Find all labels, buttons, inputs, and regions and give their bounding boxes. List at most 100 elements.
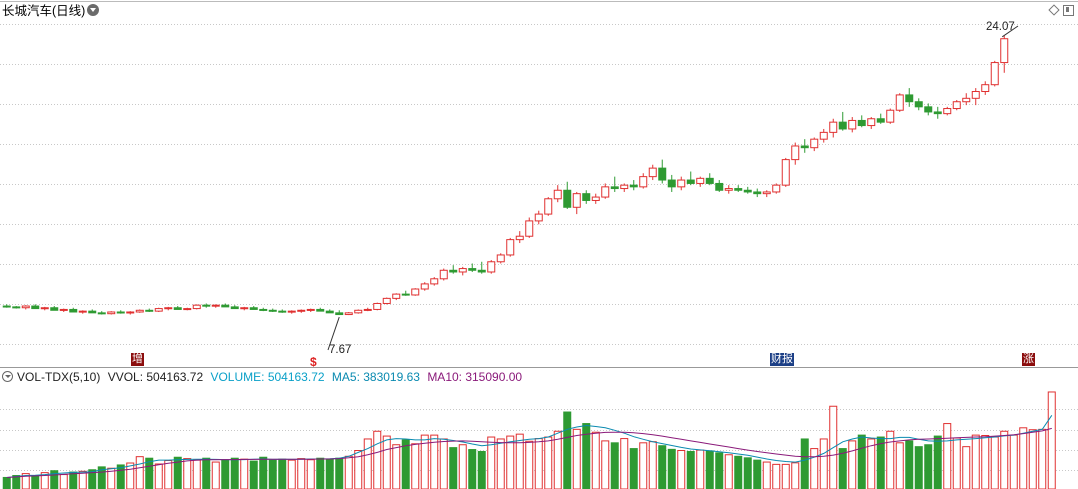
candle-body — [31, 305, 40, 310]
candle-body — [677, 179, 686, 188]
volume-bar — [848, 440, 857, 489]
candle-body — [116, 311, 125, 314]
volume-bar — [886, 430, 895, 489]
volume-bar — [971, 434, 980, 489]
candle-body — [553, 189, 562, 200]
volume-bar — [164, 460, 173, 489]
candle-body — [829, 121, 838, 133]
volume-bar — [392, 444, 401, 489]
volume-bar — [534, 438, 543, 489]
candle-body — [572, 193, 581, 208]
volume-bar — [477, 450, 486, 489]
volume-bar — [40, 472, 49, 489]
candle-body — [886, 109, 895, 123]
candle-body — [107, 311, 116, 315]
volume-bar — [601, 440, 610, 489]
candle-body — [240, 307, 249, 310]
candle-body — [867, 118, 876, 127]
candle-body — [487, 261, 496, 273]
candle-body — [449, 269, 458, 273]
volume-bar — [933, 435, 942, 489]
candle-body — [287, 310, 296, 313]
candle-body — [97, 312, 106, 315]
volume-bar — [772, 463, 781, 489]
ma10-line — [6, 427, 1052, 478]
candle-body — [21, 305, 30, 309]
candle-body — [249, 307, 258, 310]
candle-body — [876, 118, 885, 123]
volume-bar — [762, 461, 771, 489]
candle-body — [781, 159, 790, 186]
candle-body — [430, 278, 439, 285]
candle-body — [316, 308, 325, 312]
candle-body — [297, 309, 306, 312]
volume-bar — [639, 442, 648, 489]
candle-body — [69, 308, 78, 313]
candle-body — [810, 138, 819, 149]
volume-bar — [705, 450, 714, 489]
volume-bar — [449, 447, 458, 489]
volume-bar — [743, 457, 752, 489]
candle-body — [734, 188, 743, 191]
candle-body — [819, 131, 828, 140]
volume-bar — [981, 434, 990, 489]
candle-body — [344, 312, 353, 316]
candle-body — [658, 167, 667, 181]
volume-bar — [990, 436, 999, 489]
candle-body — [686, 179, 695, 184]
candle-body — [154, 308, 163, 312]
volume-bar — [800, 438, 809, 489]
volume-bar — [525, 440, 534, 489]
volume-bar — [1009, 434, 1018, 489]
volume-bar — [943, 423, 952, 489]
volume-bar — [791, 462, 800, 489]
volume-bar — [411, 443, 420, 489]
candle-body — [848, 119, 857, 130]
candle-body — [335, 312, 344, 316]
volume-bar — [610, 442, 619, 489]
volume-bar — [240, 458, 249, 489]
volume-bar — [810, 448, 819, 489]
volume-bar — [905, 440, 914, 489]
volume-bar — [306, 459, 315, 489]
high-price-label: 24.07 — [986, 21, 1015, 33]
candle-body — [12, 306, 21, 309]
restore-window-icon[interactable] — [1063, 5, 1074, 16]
candle-body — [990, 62, 999, 86]
candle-body — [620, 184, 629, 190]
high-arrow — [1001, 25, 1019, 38]
candle-body — [705, 177, 714, 184]
volume-bar — [1019, 427, 1028, 489]
volume-bar — [582, 423, 591, 489]
volume-indicator-name[interactable]: VOL-TDX(5,10) — [17, 370, 101, 384]
volume-bar — [468, 449, 477, 489]
low-price-label: 7.67 — [329, 344, 352, 356]
candle-body — [905, 94, 914, 103]
volume-bar — [69, 471, 78, 489]
volume-bar — [658, 445, 667, 489]
candle-body — [838, 121, 847, 130]
volume-bar — [667, 448, 676, 489]
volume-bar — [78, 470, 87, 489]
candle-body — [192, 304, 201, 310]
candle-body — [724, 188, 733, 191]
candle-body — [50, 307, 59, 311]
volume-bar — [2, 476, 11, 489]
candle-body — [354, 309, 363, 314]
chevron-down-circle-icon[interactable] — [2, 371, 13, 382]
ma10-label: MA10: 315090.00 — [427, 370, 523, 384]
low-arrow — [327, 316, 340, 351]
volume-bar — [202, 457, 211, 489]
volume-bar — [344, 455, 353, 489]
candle-body — [591, 196, 600, 201]
candle-body — [582, 193, 591, 201]
candle-body — [145, 309, 154, 312]
marker-zhang[interactable]: 涨 — [1022, 353, 1035, 366]
volume-bar — [838, 448, 847, 489]
marker-zeng[interactable]: 增 — [131, 353, 144, 366]
chevron-down-circle-icon[interactable] — [87, 4, 99, 16]
candle-body — [895, 94, 904, 111]
candle-body — [202, 304, 211, 307]
volume-bar — [135, 456, 144, 489]
marker-caibao[interactable]: 财报 — [770, 353, 794, 366]
